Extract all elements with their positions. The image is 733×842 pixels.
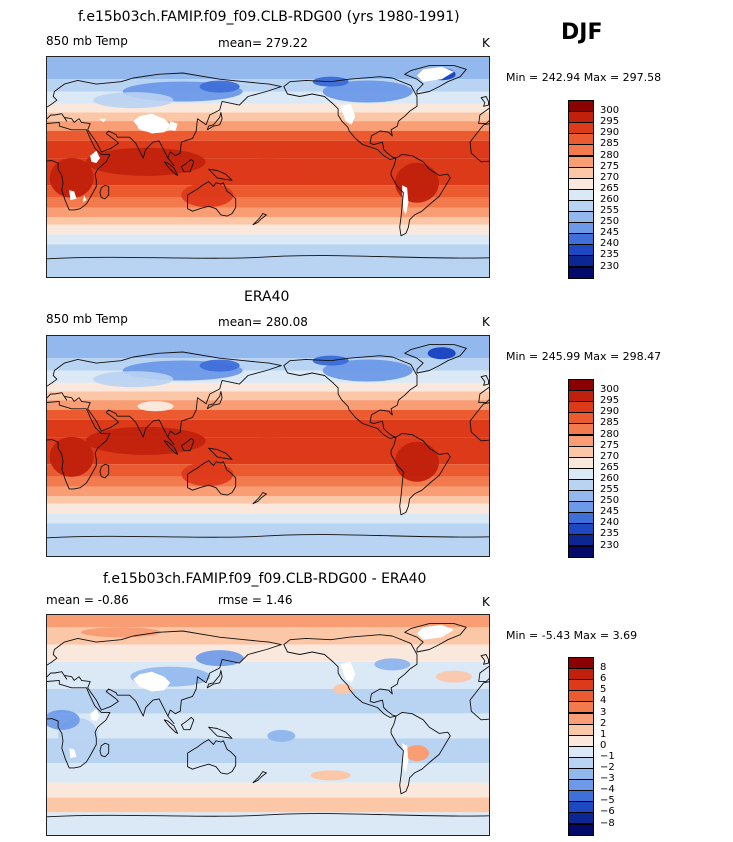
colorbar-tick-label: 1 <box>600 728 607 740</box>
panel-2-map-plot <box>47 336 489 556</box>
panel-3-units: K <box>482 595 490 609</box>
colorbar-tick-label: 250 <box>600 216 620 228</box>
panel-1-map-plot <box>47 57 489 277</box>
panel-2-title: ERA40 <box>244 289 290 305</box>
panel-1-units: K <box>482 36 490 50</box>
colorbar-tick-label: 8 <box>600 662 607 674</box>
colorbar-tick-label: 6 <box>600 673 607 685</box>
season-label: DJF <box>561 20 603 45</box>
colorbar-tick-label: 300 <box>600 105 620 117</box>
colorbar-tick-label: 275 <box>600 160 620 172</box>
colorbar-tick-label: 0 <box>600 739 607 751</box>
colorbar-tick-label: 280 <box>600 428 620 440</box>
colorbar-tick-label: −4 <box>600 784 615 796</box>
panel-2-colorbar: 300 295 290 285 280 275 270 265 260 255 250 245 240 2… <box>568 379 619 558</box>
colorbar-tick-label: 2 <box>600 717 607 729</box>
colorbar-tick-label: −5 <box>600 795 615 807</box>
panel-1-minmax: Min = 242.94 Max = 297.58 <box>506 71 662 84</box>
colorbar-tick-label: −3 <box>600 773 615 785</box>
colorbar-tick-label: 255 <box>600 484 620 495</box>
colorbar-swatch <box>568 266 594 279</box>
colorbar-tick-label: 265 <box>600 461 620 473</box>
colorbar-tick-label: 260 <box>600 193 620 205</box>
colorbar-swatch <box>568 545 594 558</box>
panel-3-colorbar: 8 6 5 4 3 2 1 0 −1 −2 −3 −4 −5 −6 −8 <box>568 657 615 836</box>
panel-1-map <box>46 56 490 278</box>
colorbar-tick-label: 270 <box>600 171 620 183</box>
panel-1-variable-label: 850 mb Temp <box>46 34 128 48</box>
colorbar-tick-label: −1 <box>600 750 615 762</box>
colorbar-tick-label: 255 <box>600 205 620 216</box>
colorbar-tick-label: 290 <box>600 406 620 418</box>
panel-3-minmax: Min = -5.43 Max = 3.69 <box>506 629 638 642</box>
colorbar-swatch <box>568 823 594 836</box>
colorbar-tick-label: 235 <box>600 249 620 261</box>
panel-2-variable-label: 850 mb Temp <box>46 312 128 326</box>
colorbar-tick-label: 290 <box>600 127 620 139</box>
colorbar-tick-label: −2 <box>600 762 615 773</box>
panel-1-mean-label: mean= 279.22 <box>218 36 308 50</box>
colorbar-tick-label: 230 <box>600 539 620 551</box>
colorbar-tick-label: 4 <box>600 695 607 707</box>
colorbar-tick-label: 250 <box>600 495 620 507</box>
colorbar-tick-label: 240 <box>600 517 620 529</box>
colorbar-tick-label: 230 <box>600 260 620 272</box>
colorbar-tick-label: 260 <box>600 472 620 484</box>
colorbar-tick-label: 285 <box>600 417 620 429</box>
panel-3-mean-label: mean = -0.86 <box>46 593 129 607</box>
panel-2-minmax: Min = 245.99 Max = 298.47 <box>506 350 662 363</box>
colorbar-tick-label: −6 <box>600 806 615 818</box>
colorbar-tick-label: 235 <box>600 528 620 540</box>
panel-3-rmse-label: rmse = 1.46 <box>218 593 293 607</box>
panel-3-title: f.e15b03ch.FAMIP.f09_f09.CLB-RDG00 - ERA… <box>103 571 427 587</box>
panel-3-map <box>46 614 490 836</box>
colorbar-tick-label: 3 <box>600 706 607 718</box>
panel-1-title: f.e15b03ch.FAMIP.f09_f09.CLB-RDG00 (yrs … <box>78 9 460 25</box>
colorbar-tick-label: 295 <box>600 395 620 407</box>
colorbar-tick-label: 240 <box>600 238 620 250</box>
panel-2-units: K <box>482 315 490 329</box>
panel-1-colorbar: 300 295 290 285 280 275 270 265 260 255 250 245 240 2… <box>568 100 619 279</box>
colorbar-tick-label: 295 <box>600 116 620 128</box>
panel-3-map-plot <box>47 615 489 835</box>
colorbar-tick-label: 285 <box>600 138 620 150</box>
colorbar-tick-label: 245 <box>600 227 620 239</box>
colorbar-tick-label: 5 <box>600 684 607 696</box>
panel-2-mean-label: mean= 280.08 <box>218 315 308 329</box>
panel-2-map <box>46 335 490 557</box>
colorbar-tick-label: 280 <box>600 149 620 161</box>
colorbar-tick-label: 300 <box>600 384 620 396</box>
colorbar-tick-label: −8 <box>600 817 615 829</box>
colorbar-tick-label: 265 <box>600 182 620 194</box>
colorbar-tick-label: 270 <box>600 450 620 462</box>
colorbar-tick-label: 275 <box>600 439 620 451</box>
colorbar-tick-label: 245 <box>600 506 620 518</box>
